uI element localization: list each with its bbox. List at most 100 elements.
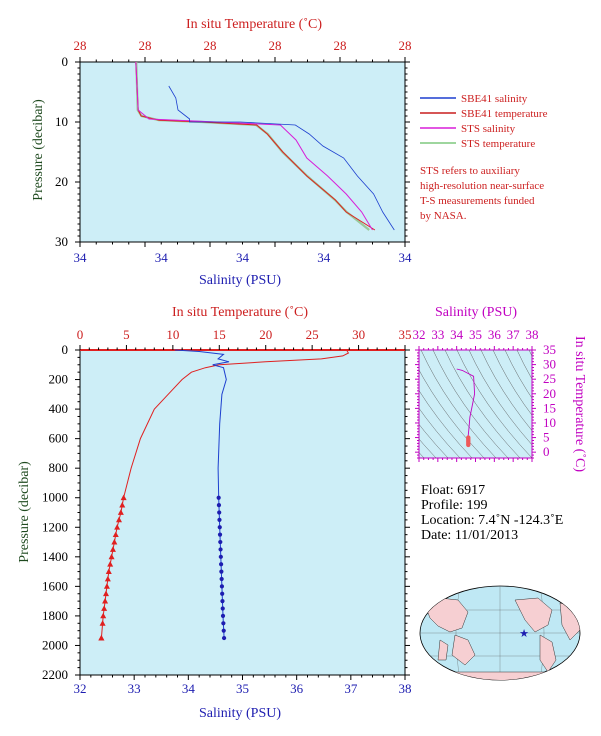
salinity-marker: [219, 569, 224, 574]
bottom-temp-tick-labels: 0 5 10 15 20 25 30 35: [77, 327, 412, 342]
temperature-marker: [111, 538, 118, 545]
top-temp-axis-title: In situ Temperature (˚C): [186, 17, 322, 32]
temperature-marker: [99, 620, 106, 626]
bottom-temp-tick-label: 0: [77, 327, 84, 342]
ts-axis-ticks: [415, 346, 536, 462]
ts-sal-tick-label: 34: [450, 327, 464, 342]
top-pressure-tick-label: 20: [55, 174, 68, 189]
top-pressure-tick-label: 10: [55, 114, 68, 129]
bottom-axis-ticks: [75, 345, 410, 680]
ts-inset: Salinity (PSU) 32 33 34 35 36 37 38 0510152025…: [413, 305, 588, 472]
temperature-marker: [103, 590, 109, 597]
date: Date: 11/01/2013: [421, 528, 518, 543]
bottom-sal-tick-label: 38: [399, 681, 412, 696]
top-temp-tick-label: 28: [399, 38, 412, 53]
top-series-group: [135, 61, 395, 231]
bottom-pressure-tick-label: 1400: [42, 549, 68, 564]
salinity-profile-line: [174, 349, 230, 639]
ts-temp-tick-label: 10: [543, 415, 556, 430]
density-contour: [419, 407, 461, 458]
ts-temp-tick-label: 35: [543, 342, 556, 357]
bottom-temp-tick-label: 25: [306, 327, 319, 342]
density-contour: [444, 350, 521, 458]
bottom-pressure-tick-label: 400: [49, 401, 69, 416]
temperature-marker: [114, 524, 121, 530]
ts-temp-axis-title: In situ Temperature (˚C): [572, 336, 587, 472]
temperature-marker: [108, 553, 115, 560]
temperature-marker: [104, 575, 111, 582]
top-plot-area: [79, 61, 406, 243]
bottom-temp-tick-label: 20: [259, 327, 272, 342]
ts-sal-tick-label: 36: [488, 327, 502, 342]
ts-plot-area: [418, 349, 533, 459]
ts-density-contours: [419, 350, 532, 458]
top-pressure-tick-labels: 0 10 20 30: [55, 54, 68, 249]
density-contour: [480, 350, 532, 432]
bottom-pressure-tick-label: 0: [62, 342, 69, 357]
top-sal-tick-labels: 34 34 34 34 34: [74, 250, 413, 265]
bottom-sal-tick-label: 32: [74, 681, 87, 696]
top-sal-tick-label: 34: [399, 250, 413, 265]
density-contour: [419, 390, 473, 458]
density-contour: [419, 438, 437, 458]
ts-series-group: [456, 368, 476, 448]
density-contour: [432, 350, 509, 458]
top-sal-tick-label: 34: [317, 250, 331, 265]
legend-label: SBE41 temperature: [461, 108, 548, 120]
temperature-marker: [112, 531, 119, 538]
density-contour: [419, 424, 449, 458]
legend-note-line: STS refers to auxiliary: [420, 165, 520, 177]
world-map: ★: [419, 585, 581, 681]
ts-temp-tick-label: 25: [543, 371, 556, 386]
bottom-pressure-tick-label: 1600: [42, 578, 68, 593]
temperature-marker: [107, 561, 114, 567]
salinity-marker: [219, 584, 225, 589]
bottom-pressure-tick-label: 600: [49, 431, 69, 446]
bottom-temp-tick-label: 10: [166, 327, 179, 342]
float-id: Float: 6917: [421, 483, 485, 498]
salinity-marker: [217, 510, 222, 515]
bottom-sal-tick-label: 36: [290, 681, 304, 696]
temperature-marker: [120, 494, 127, 501]
bottom-sal-tick-labels: 32 33 34 35 36 37 38: [74, 681, 412, 696]
bottom-temp-tick-label: 5: [123, 327, 130, 342]
salinity-marker: [220, 606, 225, 611]
bottom-pressure-tick-label: 2000: [42, 637, 68, 652]
ts-temp-tick-label: 15: [543, 400, 556, 415]
salinity-marker: [219, 562, 224, 567]
bottom-temp-tick-label: 15: [213, 327, 226, 342]
temperature-marker: [116, 516, 122, 523]
salinity-marker: [221, 635, 227, 641]
ts-sal-tick-label: 38: [526, 327, 539, 342]
sts-salinity-line: [135, 61, 373, 231]
ts-sal-tick-label: 32: [413, 327, 426, 342]
density-contour: [504, 350, 532, 399]
density-contour: [516, 350, 532, 380]
bottom-pressure-tick-label: 1000: [42, 490, 68, 505]
salinity-marker: [218, 554, 223, 559]
legend: SBE41 salinity SBE41 temperature STS salin…: [420, 93, 548, 222]
ts-curve: [456, 368, 476, 444]
sbe41-salinity-line: [168, 85, 395, 231]
top-pressure-tick-label: 0: [62, 54, 69, 69]
ts-sal-tick-label: 37: [507, 327, 521, 342]
salinity-marker: [220, 599, 225, 604]
ts-temp-tick-label: 5: [543, 430, 550, 445]
salinity-marker: [218, 547, 223, 552]
salinity-marker: [219, 576, 224, 582]
bottom-pressure-tick-label: 2200: [42, 667, 68, 682]
salinity-marker: [217, 517, 222, 522]
ts-temp-tick-label: 20: [543, 386, 556, 401]
bottom-pressure-axis-title: Pressure (decibar): [17, 461, 32, 563]
salinity-marker: [218, 539, 223, 545]
location: Location: 7.4˚N -124.3˚E: [421, 513, 563, 528]
bottom-pressure-tick-labels: 0 200 400 600 800 1000 1200 1400 1600 1800 2000 220…: [42, 342, 68, 682]
salinity-marker: [221, 621, 226, 626]
top-temp-tick-label: 28: [269, 38, 282, 53]
temperature-marker: [103, 583, 110, 589]
legend-label: STS salinity: [461, 123, 516, 135]
top-temp-tick-label: 28: [74, 38, 87, 53]
top-sal-tick-label: 34: [74, 250, 88, 265]
